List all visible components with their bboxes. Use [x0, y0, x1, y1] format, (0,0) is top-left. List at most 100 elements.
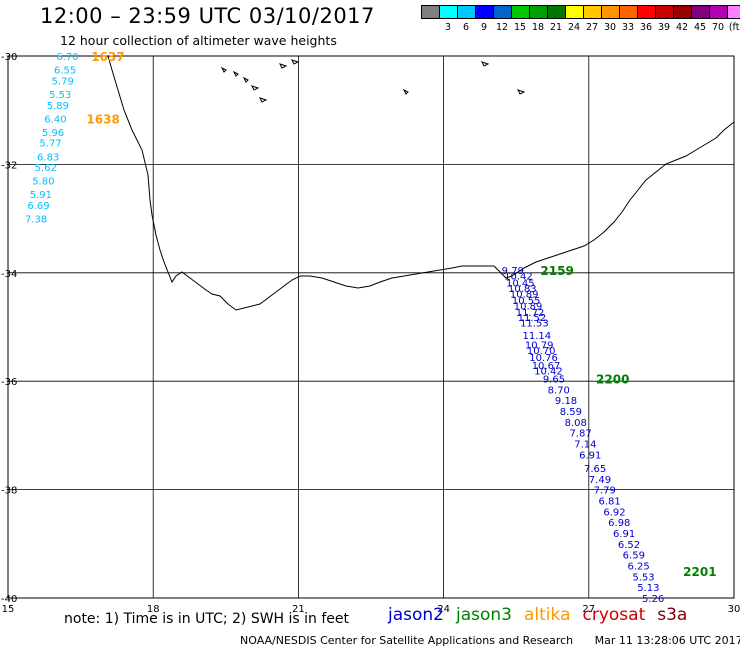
altimeter-tracks: 6.706.555.795.535.896.405.965.776.835.62… [25, 50, 717, 605]
swh-reading: 5.26 [642, 594, 664, 605]
island-shape [220, 66, 227, 73]
colorbar-label: 36 [639, 22, 653, 33]
colorbar-label: 45 [693, 22, 707, 33]
swh-reading: 5.89 [47, 101, 69, 112]
satellite-legend-cryosat: cryosat [582, 605, 646, 625]
island-shape [517, 89, 526, 95]
lat-tick-label: -38 [1, 486, 17, 497]
swh-reading: 6.25 [628, 561, 650, 572]
swh-reading: 10.45 [506, 279, 535, 290]
colorbar-label: 6 [462, 22, 470, 33]
island-shape [242, 76, 249, 83]
lon-tick-label: 30 [728, 604, 740, 615]
map-subtitle: 12 hour collection of altimeter wave hei… [60, 33, 337, 48]
map-frame [7, 55, 735, 599]
swh-reading: 6.69 [27, 201, 49, 212]
coastline-west-coast [107, 55, 494, 311]
lon-tick-label: 27 [582, 604, 595, 615]
swh-reading: 6.70 [56, 52, 78, 63]
colorbar-label: 27 [585, 22, 599, 33]
swh-reading: 10.70 [527, 346, 556, 357]
swh-reading: 6.52 [618, 540, 640, 551]
swh-reading: 6.81 [598, 496, 620, 507]
island-shape [259, 97, 268, 103]
swh-reading: 5.13 [637, 583, 659, 594]
swh-reading: 10.67 [532, 361, 561, 372]
lon-lat-grid [8, 56, 734, 598]
swh-reading: 10.76 [529, 353, 558, 364]
note-text: note: 1) Time is in UTC; 2) SWH is in fe… [64, 611, 350, 627]
swh-reading: 11.52 [518, 313, 547, 324]
colorbar-label: 39 [657, 22, 671, 33]
swh-reading: 6.92 [603, 507, 625, 518]
swh-reading: 8.59 [560, 407, 582, 418]
swh-reading: 5.53 [632, 572, 654, 583]
colorbar-label: 70 [711, 22, 725, 33]
pass-time-label: 1638 [86, 112, 119, 126]
island-shape [402, 88, 409, 95]
island-shape [481, 61, 490, 67]
pass-time-label: 2200 [596, 372, 629, 386]
satellite-legend: jason2 jason3 altika cryosat s3a [388, 605, 699, 625]
satellite-legend-s3a: s3a [657, 605, 688, 625]
lon-tick-label: 21 [292, 604, 305, 615]
lon-tick-label: 15 [2, 604, 15, 615]
colorbar-label: 30 [603, 22, 617, 33]
island-shape [291, 59, 300, 65]
pass-time-label: 2159 [540, 264, 573, 278]
lat-tick-label: -36 [1, 377, 17, 388]
coastline-east-coast [523, 121, 735, 269]
swh-reading: 7.87 [569, 429, 591, 440]
swh-reading: 6.98 [608, 518, 630, 529]
swh-reading: 7.38 [25, 215, 47, 226]
swh-reading: 11.72 [516, 308, 545, 319]
inland-islands [220, 59, 526, 103]
swh-reading: 5.53 [49, 90, 71, 101]
colorbar-label: 21 [549, 22, 563, 33]
pass-time-label: 1637 [91, 50, 124, 64]
island-shape [232, 70, 239, 77]
swh-reading: 6.59 [623, 551, 645, 562]
swh-reading: 6.55 [54, 66, 76, 77]
swh-reading: 5.80 [32, 177, 54, 188]
colorbar-label: 15 [513, 22, 527, 33]
swh-reading: 6.83 [37, 152, 59, 163]
map-title: 12:00 – 23:59 UTC 03/10/2017 [40, 4, 375, 28]
swh-reading: 10.83 [508, 284, 537, 295]
island-shape [279, 63, 288, 69]
swh-reading: 10.42 [534, 366, 563, 377]
lat-tick-label: -40 [1, 594, 17, 605]
wave-height-colorbar [421, 5, 740, 19]
coastline-south-cape [493, 265, 525, 279]
satellite-legend-altika: altika [524, 605, 571, 625]
swh-reading: 10.89 [510, 289, 539, 300]
swh-reading: 6.40 [44, 114, 66, 125]
swh-reading: 6.91 [613, 529, 635, 540]
swh-reading: 9.18 [555, 396, 577, 407]
swh-reading: 5.62 [35, 163, 57, 174]
lat-tick-label: -32 [1, 160, 17, 171]
swh-reading: 10.55 [512, 296, 541, 307]
swh-reading: 6.91 [579, 450, 601, 461]
swh-reading: 7.49 [589, 475, 611, 486]
swh-reading: 8.08 [565, 418, 587, 429]
lon-tick-label: 18 [147, 604, 160, 615]
colorbar-label: (ft) [728, 22, 740, 33]
swh-reading: 7.79 [594, 486, 616, 497]
swh-reading: 11.53 [520, 319, 549, 330]
swh-reading: 8.70 [548, 385, 570, 396]
satellite-legend-jason2: jason2 [388, 605, 444, 625]
colorbar-swatch [727, 5, 740, 19]
colorbar-label: 9 [480, 22, 488, 33]
swh-reading: 7.65 [584, 464, 606, 475]
colorbar-label: 18 [531, 22, 545, 33]
credit-text: NOAA/NESDIS Center for Satellite Applica… [240, 634, 574, 647]
swh-reading: 10.42 [504, 272, 533, 283]
swh-reading: 11.14 [522, 331, 551, 342]
swh-reading: 5.96 [42, 128, 64, 139]
swh-reading: 10.89 [514, 301, 543, 312]
lat-tick-label: -34 [1, 269, 17, 280]
colorbar-label: 33 [621, 22, 635, 33]
